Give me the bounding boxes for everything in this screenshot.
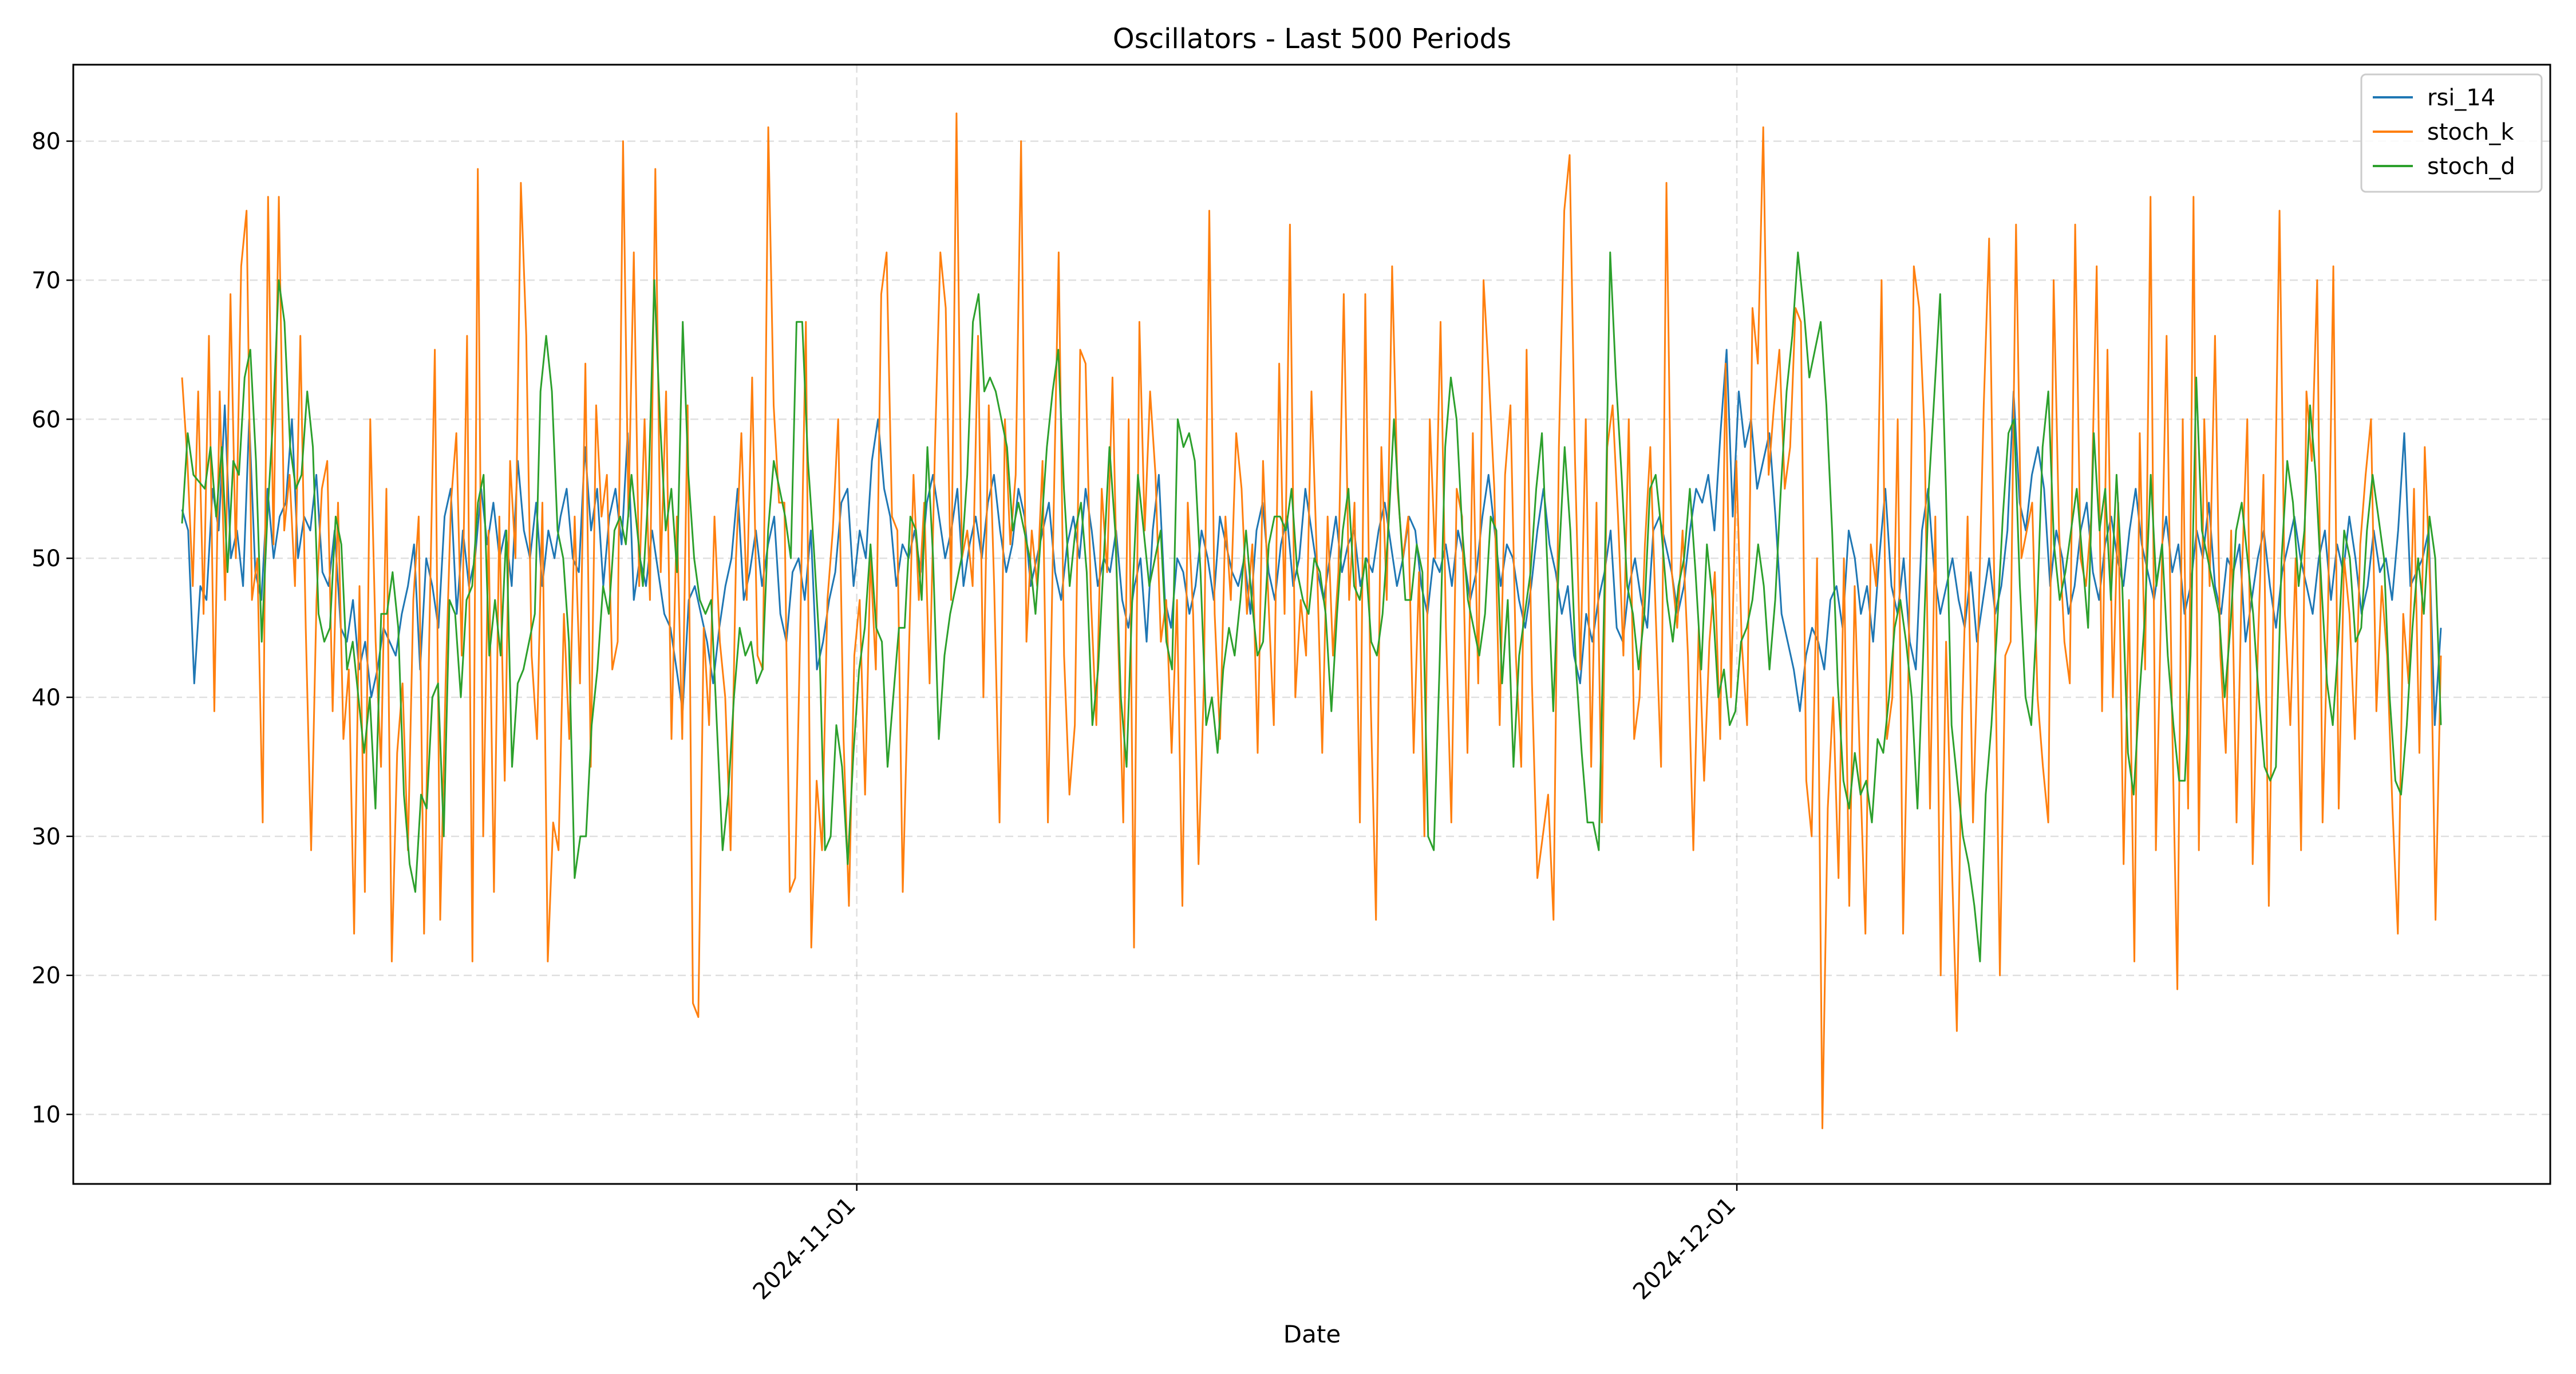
y-tick-label: 60 [31,406,61,433]
y-tick-label: 70 [31,267,61,294]
plot-frame [72,64,2551,1185]
series-line-stoch-d [181,251,2442,962]
y-tick-label: 30 [31,824,61,850]
chart-title: Oscillators - Last 500 Periods [1113,23,1511,55]
x-axis-label: Date [1283,1320,1341,1348]
y-tick-label: 40 [31,685,61,711]
legend-box [2360,73,2543,193]
y-axis: 10 20 30 40 50 60 70 80 [31,129,73,1128]
legend-label: stoch_d [2427,153,2515,180]
legend-label: stoch_k [2427,119,2514,145]
y-tick-label: 80 [31,129,61,155]
y-tick-label: 50 [31,546,61,572]
y-tick-label: 20 [31,963,61,989]
series-lines [181,112,2442,1130]
series-line-stoch-k [181,112,2442,1130]
y-tick-label: 10 [31,1102,61,1128]
legend-label: rsi_14 [2427,85,2495,111]
legend: rsi_14 stoch_k stoch_d [2360,73,2543,193]
